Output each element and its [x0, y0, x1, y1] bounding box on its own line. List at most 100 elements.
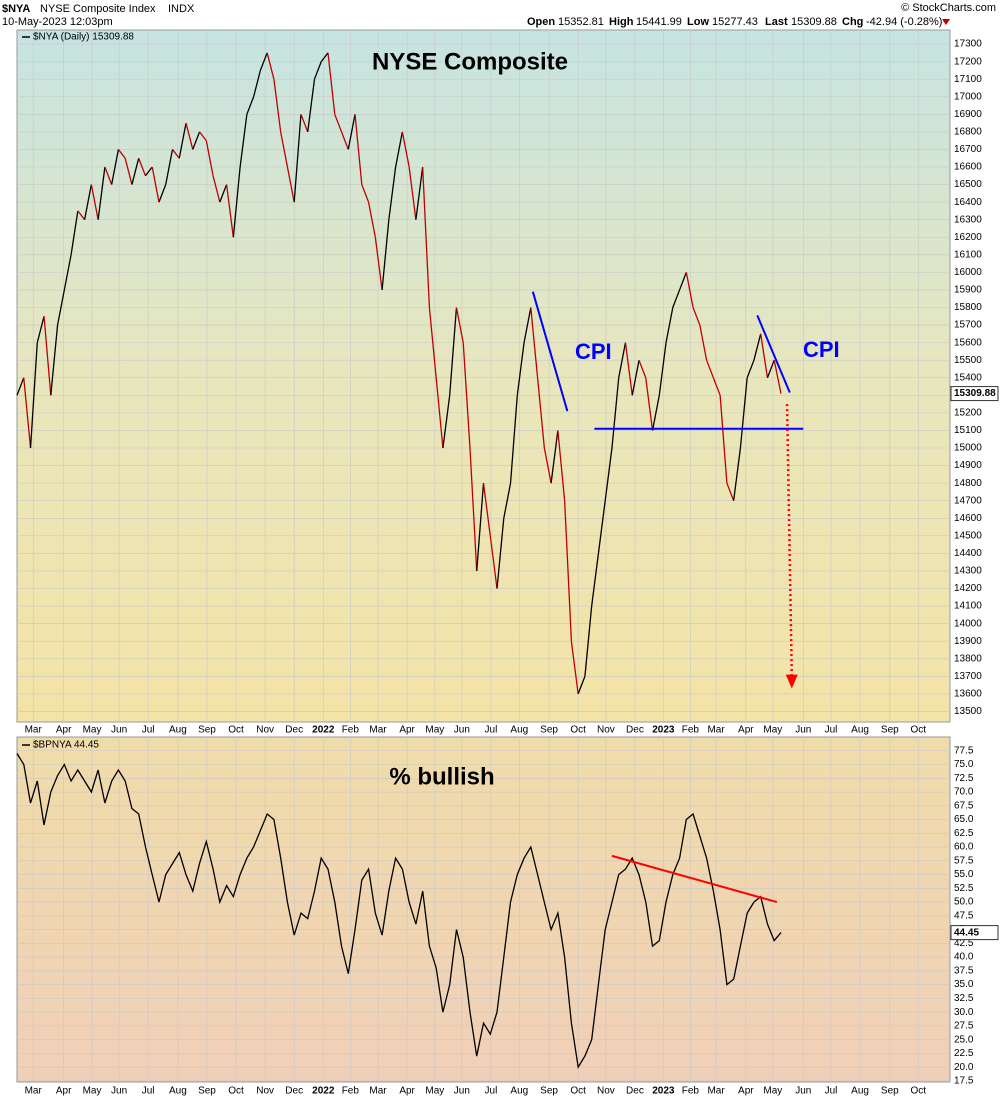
price-segment	[678, 272, 687, 291]
price-segment	[300, 114, 309, 133]
y-tick-label: 17200	[954, 56, 982, 67]
price-segment	[719, 395, 728, 484]
legend-label: $NYA (Daily) 15309.88	[33, 32, 134, 43]
x-tick-label: Mar	[707, 1086, 725, 1097]
price-segment	[455, 307, 464, 343]
price-segment	[692, 307, 701, 326]
price-segment	[50, 325, 59, 396]
price-segment	[760, 333, 769, 378]
x-tick-label: Jul	[142, 1086, 155, 1097]
open-value: 15352.81	[558, 16, 604, 28]
x-tick-label: Nov	[256, 725, 274, 736]
price-segment	[158, 184, 167, 203]
panel-background	[16, 29, 951, 723]
x-tick-label: May	[83, 725, 102, 736]
y-tick-label: 60.0	[954, 842, 974, 853]
y-tick-label: 13600	[954, 689, 982, 700]
x-tick-label: Jul	[825, 725, 838, 736]
x-tick-label: Dec	[626, 1086, 644, 1097]
y-tick-label: 22.5	[954, 1048, 974, 1059]
x-tick-label: Mar	[369, 725, 387, 736]
price-segment	[604, 447, 613, 501]
price-segment	[280, 131, 289, 168]
price-segment	[570, 641, 579, 694]
high-label: High	[609, 16, 634, 28]
last-value: 15309.88	[791, 16, 837, 28]
y-tick-label: 16200	[954, 232, 982, 243]
y-tick-label: 13500	[954, 706, 982, 717]
y-tick-label: 37.5	[954, 965, 974, 976]
price-segment	[367, 201, 376, 238]
chart-title: NYSE Composite	[372, 48, 568, 75]
price-segment	[192, 131, 201, 150]
x-tick-label: Nov	[256, 1086, 274, 1097]
price-segment	[746, 359, 755, 378]
x-tick-label: Mar	[25, 725, 43, 736]
price-segment	[334, 114, 343, 133]
y-tick-label: 14700	[954, 495, 982, 506]
price-segment	[449, 307, 458, 396]
x-tick-label: Jun	[795, 1086, 811, 1097]
price-segment	[733, 447, 742, 501]
price-segment	[550, 430, 559, 484]
y-tick-label: 30.0	[954, 1007, 974, 1018]
x-tick-label: Apr	[738, 1086, 754, 1097]
price-segment	[327, 52, 336, 115]
y-tick-label: 16900	[954, 109, 982, 120]
x-tick-label: Aug	[851, 725, 869, 736]
price-segment	[428, 307, 437, 378]
price-segment	[259, 52, 268, 71]
y-tick-label: 15100	[954, 425, 982, 436]
x-tick-label: Feb	[682, 725, 700, 736]
y-tick-label: 20.0	[954, 1062, 974, 1073]
price-segment	[496, 518, 505, 589]
trend-line	[611, 854, 778, 904]
x-tick-label: Jun	[795, 725, 811, 736]
x-tick-label: Jul	[825, 1086, 838, 1097]
legend-label: $BPNYA 44.45	[33, 740, 99, 751]
price-segment	[753, 333, 762, 361]
price-segment	[388, 166, 397, 220]
x-tick-label: Feb	[342, 1086, 360, 1097]
y-tick-label: 35.0	[954, 979, 974, 990]
y-tick-label: 42.5	[954, 938, 974, 949]
y-tick-label: 15500	[954, 355, 982, 366]
x-tick-label: Oct	[228, 725, 244, 736]
price-segment	[591, 553, 600, 607]
x-tick-label: May	[425, 1086, 444, 1097]
price-segment	[239, 114, 248, 168]
y-tick-label: 15700	[954, 320, 982, 331]
y-tick-label: 15600	[954, 337, 982, 348]
x-tick-label: Dec	[626, 725, 644, 736]
x-tick-label: Nov	[597, 1086, 615, 1097]
y-tick-label: 70.0	[954, 787, 974, 798]
price-segment	[43, 316, 52, 396]
price-segment	[503, 483, 512, 519]
price-segment	[138, 157, 147, 177]
price-segment	[361, 184, 370, 203]
y-tick-label: 14100	[954, 601, 982, 612]
copyright: © StockCharts.com	[901, 2, 996, 14]
price-segment	[97, 166, 106, 220]
price-segment	[726, 482, 735, 501]
price-segment	[766, 359, 775, 378]
exchange: INDX	[168, 3, 195, 15]
x-tick-label: Jun	[111, 725, 127, 736]
x-tick-label: May	[763, 1086, 782, 1097]
y-tick-label: 14900	[954, 460, 982, 471]
price-segment	[435, 377, 444, 449]
x-tick-label: Apr	[56, 725, 72, 736]
y-tick-label: 16600	[954, 162, 982, 173]
price-segment	[212, 175, 221, 203]
x-tick-label: Mar	[369, 1086, 387, 1097]
annotation: CPI	[575, 339, 612, 364]
price-segment	[408, 166, 417, 220]
price-segment	[401, 131, 410, 168]
x-tick-label: Feb	[682, 1086, 700, 1097]
price-segment	[706, 359, 714, 378]
price-segment	[442, 395, 451, 449]
x-tick-label: May	[83, 1086, 102, 1097]
x-tick-label: Apr	[399, 725, 415, 736]
x-tick-label: Dec	[285, 725, 303, 736]
